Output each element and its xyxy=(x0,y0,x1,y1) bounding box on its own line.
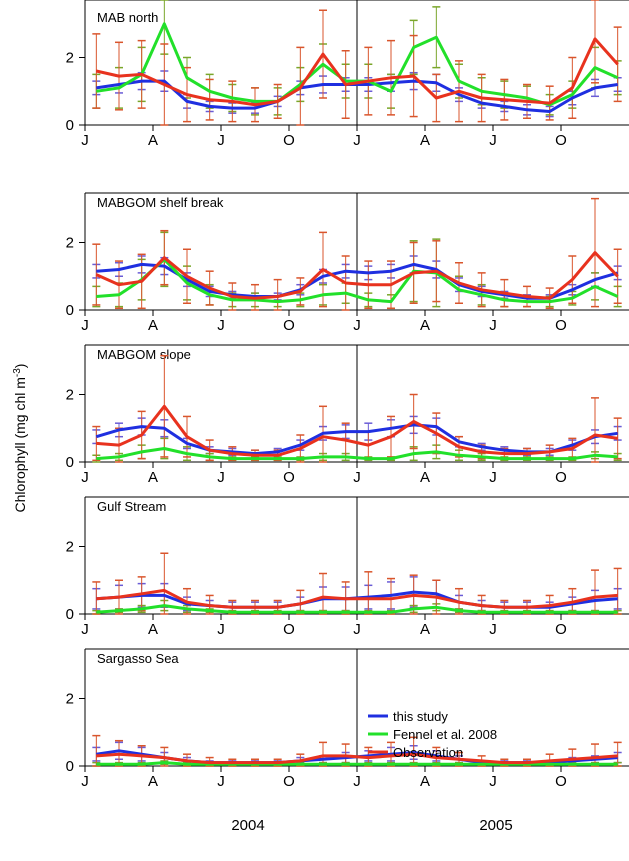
series-line-observation xyxy=(96,752,618,765)
y-tick-label: 2 xyxy=(66,539,74,556)
x-tick-label: A xyxy=(420,132,430,149)
year-label-2004: 2004 xyxy=(231,817,264,834)
x-tick-label: A xyxy=(420,317,430,334)
panel-title: MAB north xyxy=(97,10,158,25)
panel-title: MABGOM shelf break xyxy=(97,195,224,210)
x-tick-label: J xyxy=(353,621,361,638)
x-tick-label: O xyxy=(555,469,567,486)
panel-title: MABGOM slope xyxy=(97,347,191,362)
y-axis-label: Chlorophyll (mg chl m-3) xyxy=(12,364,29,513)
legend-label-this-study: this study xyxy=(393,709,448,724)
x-tick-label: O xyxy=(283,317,295,334)
y-tick-label: 0 xyxy=(66,758,74,775)
x-tick-label: O xyxy=(283,469,295,486)
x-tick-label: J xyxy=(217,317,225,334)
x-tick-label: J xyxy=(81,469,89,486)
x-tick-label: O xyxy=(555,773,567,790)
x-tick-label: J xyxy=(489,773,497,790)
x-tick-label: J xyxy=(489,132,497,149)
series-line-fennel xyxy=(96,761,618,766)
x-tick-label: J xyxy=(81,621,89,638)
y-tick-label: 2 xyxy=(66,50,74,67)
x-tick-label: A xyxy=(420,469,430,486)
x-tick-label: J xyxy=(489,621,497,638)
x-tick-label: O xyxy=(283,132,295,149)
panel-4: 0 2 J A J O J A J O Sargasso Sea xyxy=(66,648,629,790)
series-line-observation xyxy=(95,37,619,107)
series-line-this-study xyxy=(96,79,618,113)
x-tick-label: A xyxy=(148,621,158,638)
x-tick-label: J xyxy=(353,469,361,486)
x-tick-label: J xyxy=(217,773,225,790)
series-line-fennel xyxy=(96,604,618,614)
x-tick-label: J xyxy=(217,621,225,638)
x-tick-label: J xyxy=(353,317,361,334)
x-tick-label: A xyxy=(148,469,158,486)
series-observation xyxy=(92,734,622,767)
year-label-2005: 2005 xyxy=(479,817,512,834)
y-tick-label: 0 xyxy=(66,117,74,134)
x-tick-label: A xyxy=(420,773,430,790)
x-tick-label: A xyxy=(420,621,430,638)
x-tick-label: A xyxy=(148,132,158,149)
y-axis-label-end: ) xyxy=(12,364,28,369)
y-tick-label: 2 xyxy=(66,387,74,404)
x-tick-label: J xyxy=(81,773,89,790)
series-line-fennel xyxy=(96,257,619,304)
panel-title: Gulf Stream xyxy=(97,499,166,514)
x-tick-label: O xyxy=(283,621,295,638)
panels-group: 0 2 J A J O J A J O MAB north 0 2 J A J O J A J O MABGOM shel… xyxy=(66,0,629,790)
series-line-fennel xyxy=(96,22,619,107)
panel-1: 0 2 J A J O J A J O MABGOM shelf break xyxy=(66,192,629,334)
x-tick-label: O xyxy=(555,132,567,149)
y-tick-label: 0 xyxy=(66,606,74,623)
x-tick-label: O xyxy=(283,773,295,790)
series-line-observation xyxy=(96,404,618,457)
legend-label-observation: Observation xyxy=(393,745,463,760)
y-tick-label: 0 xyxy=(66,302,74,319)
y-axis-label-main: Chlorophyll (mg chl m xyxy=(12,377,28,512)
y-tick-label: 2 xyxy=(66,691,74,708)
panel-2: 0 2 J A J O J A J O MABGOM slope xyxy=(66,344,629,486)
x-tick-label: A xyxy=(148,773,158,790)
legend-label-fennel: Fennel et al. 2008 xyxy=(393,727,497,742)
panel-title: Sargasso Sea xyxy=(97,651,179,666)
x-tick-label: J xyxy=(489,469,497,486)
x-tick-label: O xyxy=(555,621,567,638)
series-line-observation xyxy=(95,251,619,300)
x-tick-label: J xyxy=(217,469,225,486)
y-axis-label-sup: -3 xyxy=(12,368,23,377)
panel-0: 0 2 J A J O J A J O MAB north xyxy=(66,0,629,149)
x-tick-label: J xyxy=(217,132,225,149)
x-tick-label: O xyxy=(555,317,567,334)
x-tick-label: J xyxy=(489,317,497,334)
x-tick-label: J xyxy=(353,132,361,149)
legend: this study Fennel et al. 2008 Observatio… xyxy=(368,709,497,760)
panel-3: 0 2 J A J O J A J O Gulf Stream xyxy=(66,496,629,638)
x-tick-label: J xyxy=(81,132,89,149)
x-tick-label: A xyxy=(148,317,158,334)
x-tick-label: J xyxy=(81,317,89,334)
y-tick-label: 0 xyxy=(66,454,74,471)
series-line-observation xyxy=(96,588,618,609)
y-tick-label: 2 xyxy=(66,235,74,252)
series-line-fennel xyxy=(96,447,618,461)
x-tick-label: J xyxy=(353,773,361,790)
